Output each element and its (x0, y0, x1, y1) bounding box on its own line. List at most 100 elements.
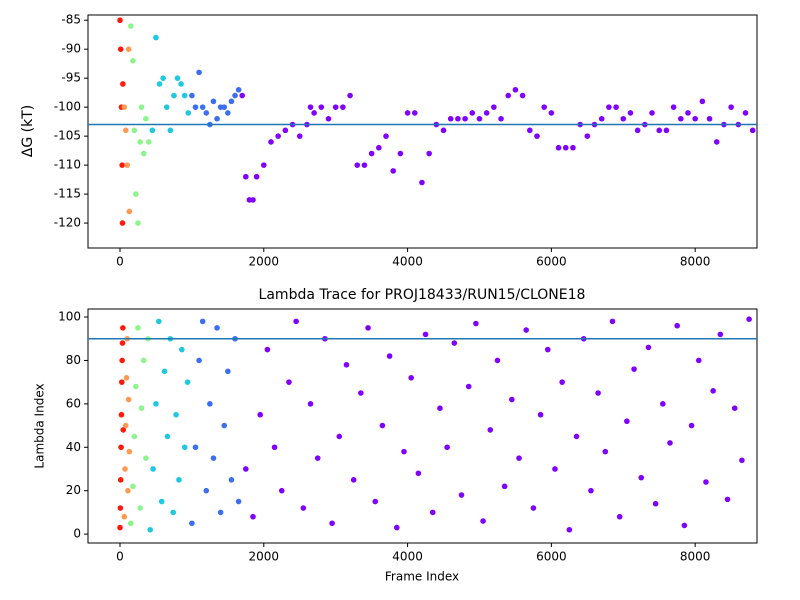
point (491, 104, 497, 110)
point (174, 75, 181, 81)
point (156, 81, 163, 87)
point (318, 104, 325, 110)
point (559, 379, 565, 385)
point (616, 513, 623, 520)
point (437, 405, 443, 412)
point (196, 357, 202, 364)
point (158, 498, 165, 505)
point (354, 162, 361, 168)
x-tick-label: 6000 (536, 550, 567, 564)
point (447, 115, 454, 122)
point (365, 325, 371, 331)
point (609, 318, 616, 325)
y-tick-label: 40 (66, 440, 81, 454)
point (117, 17, 123, 24)
point (221, 104, 228, 110)
point (728, 104, 734, 110)
point (228, 98, 235, 105)
y-tick-label: -95 (61, 71, 81, 85)
point (228, 477, 235, 483)
point (746, 316, 752, 323)
point (656, 127, 663, 134)
point (584, 133, 591, 139)
point (203, 110, 210, 116)
y-tick-label: 20 (66, 483, 81, 497)
point (602, 448, 609, 455)
point (293, 318, 299, 325)
point (739, 457, 745, 464)
point (173, 411, 179, 418)
point (163, 104, 170, 110)
point (119, 340, 126, 346)
point (742, 110, 749, 116)
point (530, 505, 537, 511)
point (164, 433, 171, 440)
point (120, 325, 126, 331)
point (476, 115, 483, 122)
point (311, 110, 317, 116)
point (422, 331, 429, 338)
point (703, 479, 709, 485)
x-tick-label: 0 (116, 255, 124, 269)
point (429, 509, 436, 516)
point (225, 368, 231, 375)
point (217, 509, 224, 516)
point (343, 361, 350, 368)
point (145, 139, 152, 145)
point (192, 104, 199, 110)
point (631, 366, 637, 372)
point (692, 115, 698, 122)
point (393, 524, 400, 531)
point (573, 433, 580, 440)
point (749, 127, 756, 134)
y-axis-label: ΔG (kT) (20, 105, 36, 157)
point (498, 115, 504, 122)
point (570, 144, 576, 151)
point (119, 220, 126, 226)
y-tick-label: -100 (54, 100, 81, 114)
point (260, 162, 267, 168)
point (127, 23, 134, 29)
point (196, 69, 202, 76)
point (207, 401, 213, 407)
point (613, 104, 619, 110)
point (465, 383, 472, 390)
point (210, 455, 217, 461)
point (271, 444, 278, 451)
point (699, 98, 706, 105)
point (121, 104, 128, 110)
point (663, 127, 670, 134)
point (307, 401, 314, 407)
x-tick-label: 2000 (249, 255, 280, 269)
point (645, 344, 652, 351)
point (225, 110, 231, 116)
point (117, 505, 124, 511)
point (340, 104, 346, 110)
point (358, 390, 364, 396)
point (122, 466, 128, 472)
point (123, 375, 130, 381)
point (509, 396, 515, 403)
point (120, 427, 127, 433)
point (184, 379, 191, 385)
point (130, 57, 136, 64)
point (634, 127, 641, 134)
point (541, 104, 547, 110)
point (552, 466, 558, 472)
point (390, 168, 397, 174)
point (117, 477, 124, 483)
point (724, 496, 731, 503)
point (127, 520, 134, 527)
point (501, 483, 508, 490)
point (185, 110, 192, 116)
point (149, 127, 156, 134)
point (160, 75, 166, 81)
point (562, 144, 569, 151)
point (214, 325, 220, 331)
x-tick-label: 6000 (536, 255, 567, 269)
point (527, 127, 533, 134)
point (150, 466, 156, 472)
point (156, 318, 162, 325)
point (455, 115, 461, 122)
point (401, 448, 407, 455)
